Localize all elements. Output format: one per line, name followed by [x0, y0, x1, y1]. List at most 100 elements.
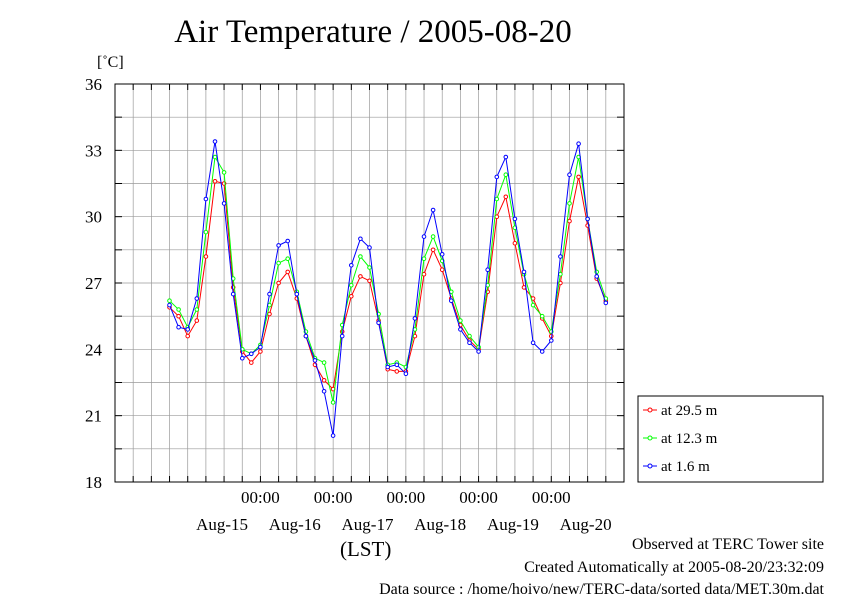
data-point: [567, 201, 572, 206]
legend: at 29.5 m at 12.3 m at 1.6 m: [637, 395, 824, 483]
data-point: [576, 174, 581, 180]
x-time-label: 00:00: [532, 488, 571, 507]
y-tick-label: 21: [85, 407, 102, 426]
data-point: [503, 172, 509, 177]
data-point: [439, 267, 445, 273]
data-point: [494, 174, 500, 180]
data-point: [394, 369, 400, 374]
data-point: [594, 274, 600, 279]
chart-title: Air Temperature / 2005-08-20: [0, 14, 842, 51]
data-point: [230, 291, 236, 297]
data-point: [549, 338, 554, 343]
data-point: [258, 349, 263, 354]
y-tick-label: 24: [85, 340, 103, 359]
series-2: [167, 139, 609, 438]
datasource-note: Data source : /home/hoivo/new/TERC-data/…: [379, 581, 824, 598]
data-point: [458, 318, 463, 323]
data-point: [430, 207, 436, 213]
data-point: [458, 327, 463, 332]
observation-note: Observed at TERC Tower site: [631, 536, 824, 553]
data-point: [312, 358, 318, 363]
x-time-label: 00:00: [314, 488, 353, 507]
data-point: [176, 324, 181, 330]
data-point: [339, 333, 345, 339]
data-point: [358, 236, 363, 242]
data-point: [194, 296, 200, 301]
x-date-label: Aug-17: [342, 515, 394, 534]
series-layer: [167, 139, 609, 438]
legend-swatch-marker: [647, 463, 653, 469]
data-point: [176, 313, 181, 319]
data-point: [167, 298, 172, 304]
data-point: [276, 260, 281, 266]
data-point: [294, 291, 300, 297]
data-point: [194, 318, 200, 323]
data-point: [467, 333, 472, 339]
data-point: [321, 389, 327, 394]
data-point: [185, 333, 190, 339]
data-point: [303, 333, 309, 339]
data-point: [203, 229, 209, 235]
data-point: [221, 170, 227, 175]
data-point: [421, 234, 427, 239]
data-point: [321, 360, 327, 365]
data-point: [285, 256, 291, 262]
data-point: [512, 240, 518, 246]
y-tick-label: 27: [85, 274, 103, 293]
legend-label: at 1.6 m: [661, 459, 710, 475]
data-point: [530, 340, 536, 346]
data-point: [185, 327, 190, 332]
x-time-label: 00:00: [241, 488, 280, 507]
data-point: [249, 360, 254, 365]
data-point: [367, 265, 372, 270]
data-point: [367, 245, 372, 250]
data-point: [603, 300, 609, 306]
data-point: [576, 141, 581, 146]
data-point: [203, 196, 209, 202]
data-point: [521, 285, 527, 290]
x-date-label: Aug-16: [269, 515, 321, 534]
data-point: [358, 254, 363, 259]
data-point: [430, 247, 436, 253]
y-unit-label: [˚C]: [97, 54, 124, 71]
data-point: [485, 267, 491, 273]
axes: 18 21 24 27 30 33 36 00:00 00:00 00:00 00:00 00:00 A…: [85, 75, 625, 534]
data-point: [212, 154, 218, 160]
data-point: [330, 433, 336, 438]
y-tick-label: 33: [85, 141, 102, 160]
x-time-label: 00:00: [459, 488, 498, 507]
data-point: [567, 218, 572, 224]
data-point: [367, 278, 372, 284]
legend-swatch-marker: [647, 435, 653, 441]
data-point: [203, 254, 209, 259]
data-point: [258, 344, 263, 350]
data-point: [539, 349, 545, 354]
data-point: [212, 179, 218, 184]
x-date-label: Aug-19: [487, 515, 539, 534]
data-point: [503, 194, 509, 200]
y-tick-label: 36: [85, 75, 102, 94]
data-point: [394, 362, 400, 368]
data-point: [276, 243, 281, 248]
data-point: [176, 307, 181, 312]
data-point: [276, 280, 281, 286]
data-point: [521, 269, 527, 275]
data-point: [194, 307, 200, 312]
data-point: [421, 271, 427, 277]
data-point: [285, 238, 291, 244]
data-point: [430, 234, 436, 239]
data-point: [421, 256, 427, 262]
x-date-label: Aug-18: [414, 515, 466, 534]
y-tick-label: 30: [85, 208, 102, 227]
data-point: [412, 316, 418, 321]
data-point: [512, 216, 518, 222]
data-point: [285, 269, 291, 275]
data-point: [321, 378, 327, 383]
data-point: [503, 154, 509, 160]
data-point: [558, 254, 563, 259]
data-point: [221, 201, 227, 206]
data-point: [167, 302, 172, 308]
data-point: [449, 298, 454, 304]
data-point: [267, 291, 272, 297]
data-point: [439, 252, 445, 257]
